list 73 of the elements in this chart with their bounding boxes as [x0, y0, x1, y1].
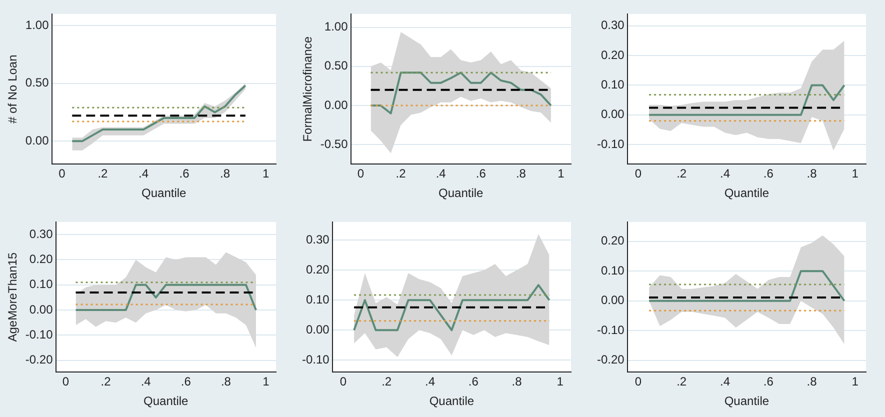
x-tick-label: .8 — [220, 166, 230, 181]
x-tick-label: .4 — [720, 166, 730, 181]
x-tick-label: .2 — [396, 166, 406, 181]
x-tick-label: .6 — [468, 374, 479, 389]
y-tick-label: 0.10 — [600, 78, 625, 92]
x-tick-label: .4 — [140, 374, 152, 389]
x-tick-label: .2 — [676, 166, 687, 181]
x-tick-label: .2 — [676, 374, 687, 389]
y-axis-title: # of No Loan — [6, 54, 20, 124]
x-tick-label: .6 — [763, 166, 774, 181]
y-tick-label: 0.10 — [600, 263, 625, 278]
y-tick-label: -0.10 — [302, 352, 330, 366]
x-axis-title: Quantile — [438, 186, 484, 200]
y-tick-label: 0.00 — [600, 107, 625, 122]
x-tick-label: .6 — [179, 166, 190, 181]
y-tick-label: 0.10 — [306, 292, 330, 306]
x-tick-label: .8 — [220, 374, 232, 389]
x-tick-label: .4 — [720, 374, 730, 389]
x-tick-label: 0 — [62, 374, 70, 389]
y-tick-label: 0.20 — [29, 252, 54, 266]
x-tick-label: 1 — [556, 374, 564, 389]
y-tick-label: -0.20 — [596, 352, 625, 367]
y-tick-label: -0.10 — [596, 322, 625, 337]
y-tick-label: -0.10 — [596, 136, 625, 151]
y-tick-label: 0.00 — [324, 98, 348, 112]
y-tick-label: 0.50 — [324, 58, 348, 73]
y-tick-label: 0.30 — [600, 18, 625, 32]
y-tick-label: 0.00 — [600, 293, 625, 308]
x-axis-title: Quantile — [724, 186, 770, 200]
x-tick-label: .2 — [100, 374, 112, 389]
x-tick-label: 0 — [58, 166, 66, 181]
y-axis-title: FormalMicrofinance — [300, 36, 315, 142]
y-axis-title: AgeMoreThan15 — [6, 252, 20, 342]
y-tick-label: 0.10 — [29, 277, 54, 292]
y-tick-label: 0.00 — [29, 302, 54, 316]
x-tick-label: .6 — [763, 374, 774, 389]
x-tick-label: .8 — [512, 374, 522, 389]
x-tick-label: 0 — [340, 374, 347, 389]
x-tick-label: .2 — [98, 166, 108, 181]
x-tick-label: 1 — [852, 374, 859, 389]
x-tick-label: .6 — [476, 166, 486, 181]
y-tick-label: 0.30 — [306, 232, 330, 246]
x-tick-label: .4 — [138, 166, 149, 181]
x-axis-title: Quantile — [429, 394, 474, 408]
x-tick-label: 1 — [852, 166, 859, 181]
x-axis-title: Quantile — [724, 394, 770, 408]
y-tick-label: 0.20 — [600, 48, 625, 62]
x-tick-label: .4 — [436, 166, 446, 181]
x-tick-label: .8 — [806, 374, 818, 389]
x-axis-title: Quantile — [142, 186, 187, 200]
x-tick-label: .4 — [424, 374, 436, 389]
x-tick-label: .8 — [516, 166, 526, 181]
x-tick-label: 1 — [558, 166, 565, 181]
y-tick-label: -0.20 — [25, 352, 54, 367]
x-tick-label: 1 — [262, 374, 270, 389]
y-tick-label: 0.30 — [29, 226, 54, 241]
y-tick-label: 0.20 — [306, 262, 330, 276]
y-tick-label: 1.00 — [324, 20, 348, 34]
x-tick-label: 0 — [357, 166, 364, 181]
x-axis-title: Quantile — [144, 394, 189, 408]
y-tick-label: 0.50 — [25, 76, 50, 90]
y-tick-label: 0.00 — [306, 322, 330, 336]
x-tick-label: .6 — [180, 374, 192, 389]
y-tick-label: 0.20 — [600, 234, 625, 248]
y-tick-label: -0.10 — [25, 328, 54, 342]
x-tick-label: 1 — [262, 166, 270, 181]
x-tick-label: .8 — [806, 166, 818, 181]
y-tick-label: 0.00 — [25, 133, 50, 148]
x-tick-label: .2 — [382, 374, 392, 389]
x-tick-label: 0 — [634, 166, 642, 181]
x-tick-label: 0 — [634, 374, 642, 389]
y-tick-label: -0.50 — [320, 136, 348, 151]
y-tick-label: 1.00 — [25, 18, 50, 32]
